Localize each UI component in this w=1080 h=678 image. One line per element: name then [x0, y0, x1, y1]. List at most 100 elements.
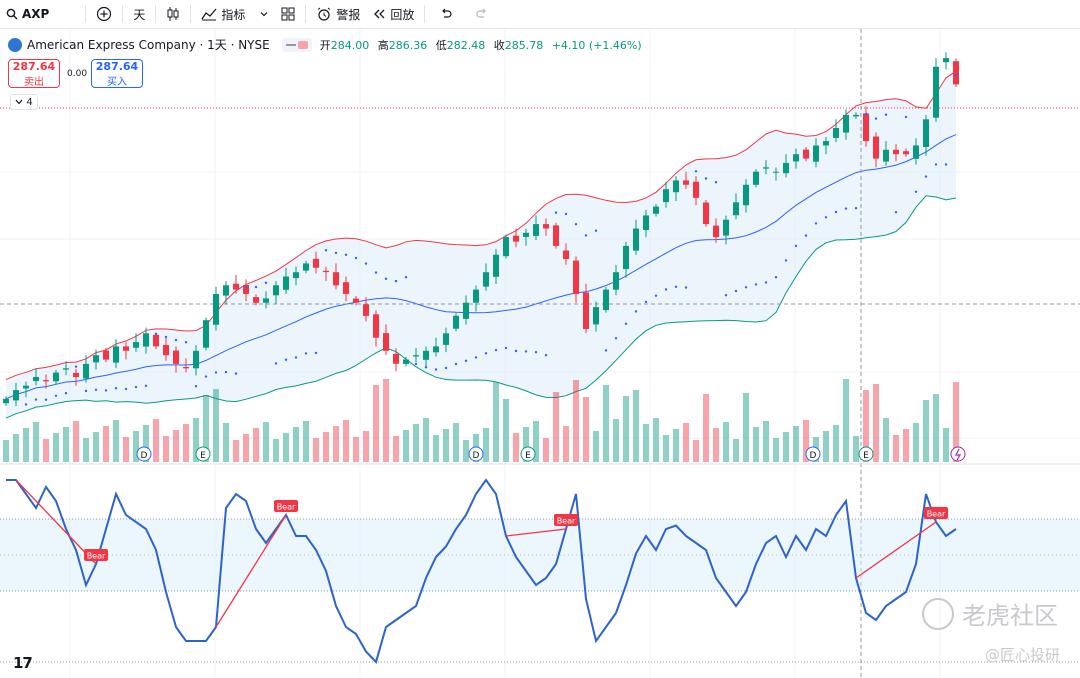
candle-body	[33, 377, 39, 382]
sar-dot	[414, 362, 418, 366]
volume-bar	[943, 428, 949, 462]
layouts-button[interactable]	[275, 0, 301, 28]
event-circle	[858, 446, 874, 462]
candle-body	[193, 350, 199, 369]
volume-bar	[3, 440, 9, 462]
candle-body	[203, 320, 209, 348]
low-label: 低	[435, 38, 447, 52]
volume-bar	[323, 432, 329, 462]
open-label: 开	[319, 38, 331, 52]
candle-body	[783, 162, 789, 174]
sar-dot	[144, 384, 148, 387]
volume-bar	[453, 423, 459, 462]
sar-dot	[764, 281, 768, 284]
sar-dot	[904, 115, 908, 119]
volume-bar	[663, 435, 669, 462]
volume-bar	[163, 436, 169, 462]
close-label: 收	[493, 38, 505, 52]
sar-dot	[374, 271, 378, 274]
volume-bar	[53, 433, 59, 462]
symbol-label: AXP	[22, 7, 50, 21]
volume-bar	[883, 418, 889, 462]
event-label: D	[810, 451, 817, 461]
event-circle	[468, 446, 484, 462]
volume-bar	[363, 431, 369, 462]
alert-button[interactable]: 警报	[310, 0, 366, 28]
ohlc-values: 开284.00 高286.36 低282.48 收285.78 +4.10 (+…	[320, 37, 647, 53]
legend-toggle[interactable]	[281, 37, 312, 52]
candle-body	[643, 215, 649, 230]
chart-type-button[interactable]	[160, 0, 186, 28]
volume-bar	[383, 379, 389, 462]
compare-button[interactable]	[90, 0, 118, 28]
sar-dot	[264, 281, 268, 284]
sar-dot	[874, 117, 878, 120]
volume-bar	[173, 430, 179, 462]
volume-bar	[63, 427, 69, 462]
lightning-icon	[950, 446, 966, 462]
bollinger-basis-line	[5, 134, 957, 400]
price-chart[interactable]: D E D E D E Bear Bear Bear Bear	[0, 29, 1080, 678]
low-value: 282.48	[446, 38, 486, 52]
sar-dot	[274, 362, 278, 365]
volume-bar	[203, 395, 209, 462]
volume-bar	[253, 428, 259, 462]
replay-button[interactable]: 回放	[366, 0, 420, 28]
sar-dot	[494, 348, 498, 352]
sar-dot	[174, 338, 178, 342]
candle-body	[413, 355, 419, 357]
sar-dot	[504, 346, 508, 350]
sar-dot	[104, 389, 108, 392]
volume-bar	[303, 421, 309, 462]
indicators-icon	[201, 8, 217, 21]
sell-button[interactable]: 287.64 卖出	[8, 59, 60, 88]
volume-bar	[143, 425, 149, 462]
event-label: E	[200, 451, 206, 461]
volume-bar	[493, 382, 499, 462]
volume-bar	[463, 440, 469, 462]
symbol-description: American Express Company · 1天 · NYSE	[27, 38, 270, 52]
volume-bar	[783, 432, 789, 462]
candle-body	[493, 254, 499, 277]
event-label: D	[141, 451, 148, 461]
candle-body	[883, 149, 889, 162]
candle-body	[13, 390, 19, 401]
bear-label-text: Bear	[87, 552, 106, 561]
sar-dot	[594, 229, 598, 232]
volume-bar	[183, 424, 189, 462]
buy-price: 287.64	[95, 59, 139, 73]
redo-button[interactable]	[469, 0, 495, 28]
candle-body	[573, 260, 579, 294]
bear-label: Bear	[554, 514, 578, 526]
candle-body	[803, 149, 809, 159]
sar-dot	[714, 181, 718, 184]
buy-button[interactable]: 287.64 买入	[91, 59, 143, 88]
interval-button[interactable]: 天	[127, 0, 151, 28]
volume-bar	[113, 420, 119, 462]
indicators-count: 4	[26, 96, 33, 108]
sar-dot	[194, 385, 198, 388]
indicators-collapse-button[interactable]: 4	[10, 94, 38, 110]
candle-body	[163, 344, 169, 356]
event-marker-d: D	[805, 446, 821, 462]
volume-bar	[853, 436, 859, 462]
candle-body	[793, 154, 799, 162]
indicators-button[interactable]: 指标	[195, 0, 275, 28]
divergence-line	[15, 479, 97, 565]
volume-bar	[893, 435, 899, 462]
candle-body	[43, 380, 49, 382]
volume-bar	[483, 428, 489, 462]
candle-body	[373, 314, 379, 338]
bear-label-bg	[274, 500, 298, 512]
candle-body	[813, 145, 819, 162]
sar-dot	[224, 370, 228, 374]
candle-body	[563, 250, 569, 259]
symbol-search[interactable]: AXP	[0, 0, 55, 28]
high-label: 高	[377, 38, 389, 52]
bollinger-lower-line	[5, 195, 957, 419]
undo-button[interactable]	[433, 0, 459, 28]
sar-dot	[44, 398, 48, 401]
sar-dot	[584, 234, 588, 237]
watermark-brand: 老虎社区	[922, 596, 1058, 631]
